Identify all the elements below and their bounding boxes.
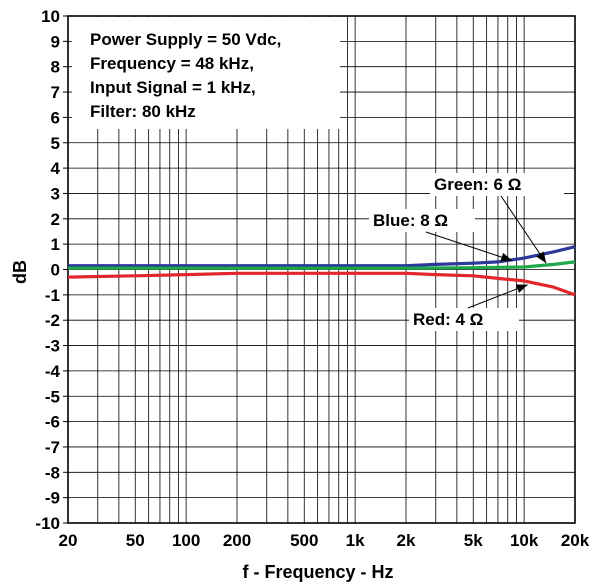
y-tick-label: -5 — [45, 387, 60, 406]
annotation-arrow — [425, 231, 513, 262]
x-axis-label: f - Frequency - Hz — [242, 562, 393, 582]
annotation-arrow — [500, 195, 547, 264]
y-tick-label: 3 — [51, 184, 60, 203]
y-tick-label: 0 — [51, 261, 60, 280]
condition-line: Input Signal = 1 kHz, — [90, 78, 256, 97]
x-tick-label: 2k — [397, 531, 416, 550]
condition-line: Filter: 80 kHz — [90, 102, 196, 121]
annotation-arrowhead — [500, 252, 513, 262]
x-tick-label: 100 — [172, 531, 200, 550]
y-tick-label: -3 — [45, 337, 60, 356]
condition-line: Power Supply = 50 Vdc, — [90, 30, 281, 49]
x-tick-label: 50 — [126, 531, 145, 550]
x-tick-label: 20k — [561, 531, 590, 550]
annotation-arrowhead — [536, 251, 547, 264]
y-tick-label: 2 — [51, 210, 60, 229]
annotation-arrowhead — [515, 284, 528, 293]
annotation-box — [409, 308, 519, 331]
annotation-label: Red: 4 Ω — [413, 310, 483, 329]
conditions-box — [72, 17, 340, 129]
x-tick-label: 5k — [464, 531, 483, 550]
annotations: Power Supply = 50 Vdc, Frequency = 48 kHz… — [90, 30, 564, 331]
y-tick-label: -1 — [45, 286, 60, 305]
y-tick-label: 7 — [51, 83, 60, 102]
annotation-label: Green: 6 Ω — [434, 175, 521, 194]
y-tick-label: 6 — [51, 108, 60, 127]
series-line-2 — [67, 271, 576, 297]
y-tick-label: -4 — [45, 362, 61, 381]
y-tick-label: 10 — [41, 7, 60, 26]
y-tick-label: 8 — [51, 58, 60, 77]
y-tick-label: 9 — [51, 32, 60, 51]
y-tick-label: -2 — [45, 311, 60, 330]
annotation-box — [369, 209, 475, 232]
y-tick-label: -7 — [45, 438, 60, 457]
series-line-0 — [68, 245, 576, 268]
x-tick-label: 500 — [290, 531, 318, 550]
x-tick-label: 200 — [223, 531, 251, 550]
condition-line: Frequency = 48 kHz, — [90, 54, 254, 73]
y-tick-label: 4 — [51, 159, 61, 178]
y-axis-label: dB — [10, 260, 30, 284]
annotation-box — [430, 173, 564, 196]
y-tick-label: -8 — [45, 463, 60, 482]
x-tick-label: 20 — [59, 531, 78, 550]
y-tick-label: -9 — [45, 489, 60, 508]
y-tick-label: 1 — [51, 235, 60, 254]
x-tick-label: 10k — [510, 531, 539, 550]
y-tick-label: 5 — [51, 134, 60, 153]
series-lines — [67, 245, 576, 297]
x-tick-label: 1k — [346, 531, 365, 550]
y-tick-label: -10 — [35, 514, 60, 533]
annotation-label: Blue: 8 Ω — [373, 211, 448, 230]
y-tick-label: -6 — [45, 413, 60, 432]
series-line-1 — [68, 260, 576, 270]
